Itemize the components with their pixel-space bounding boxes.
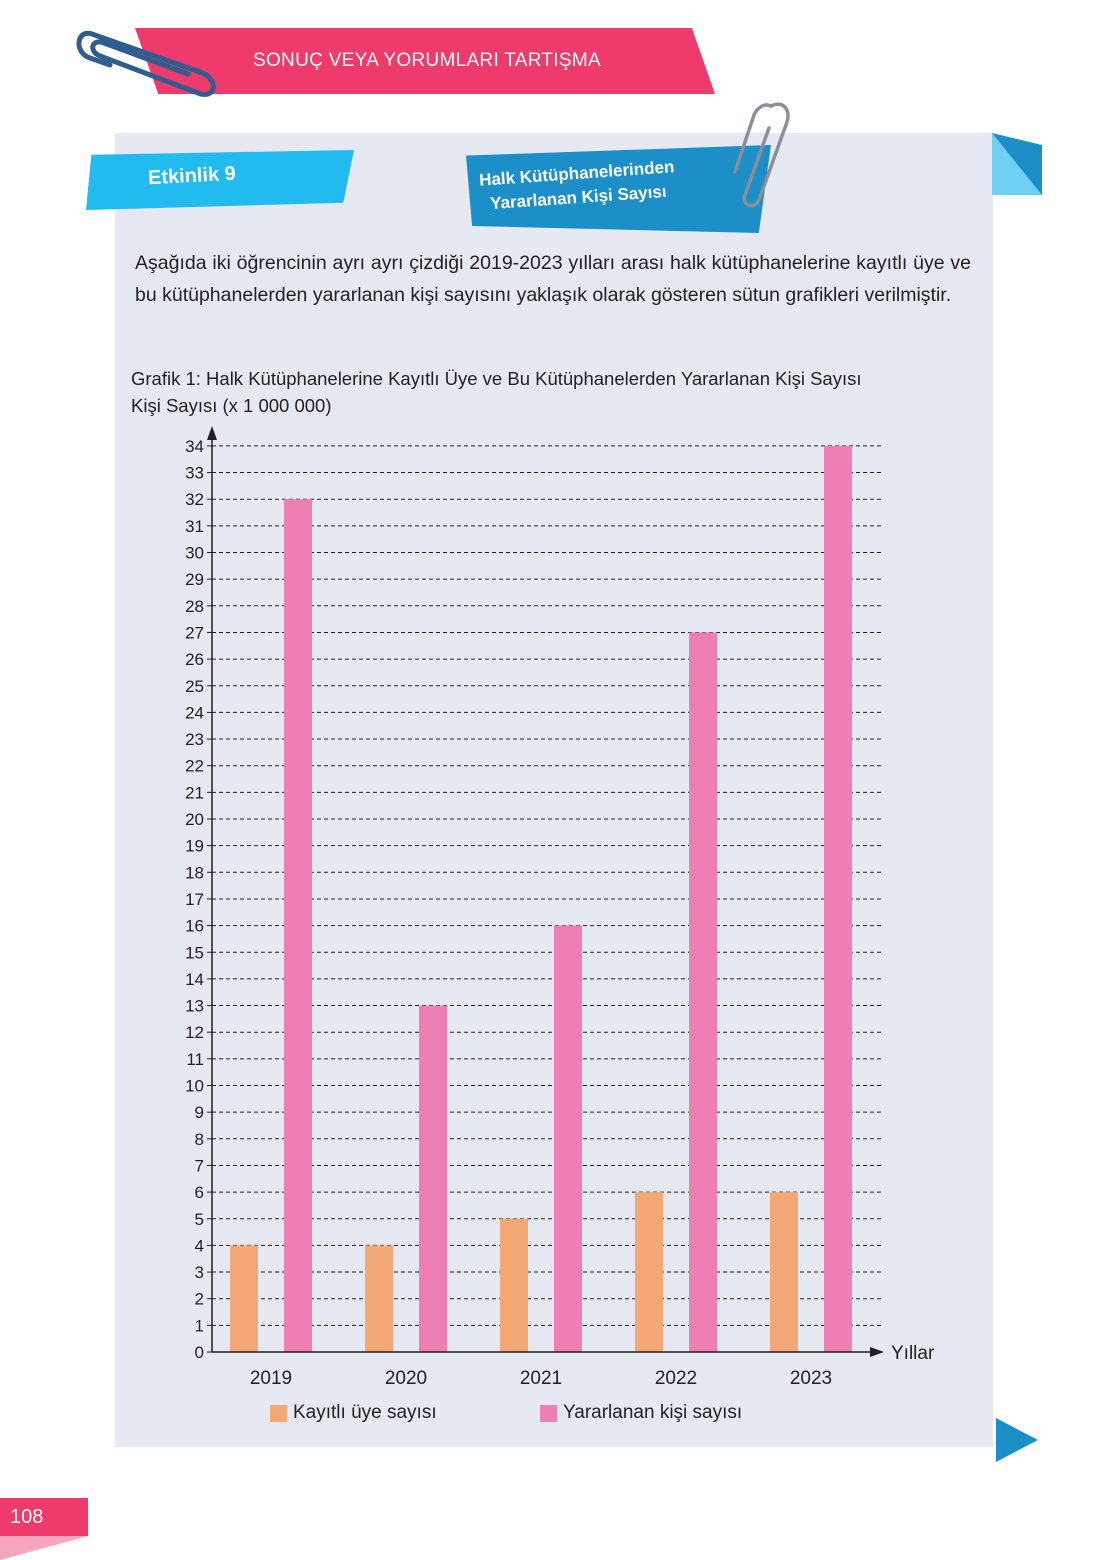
y-tick-label: 28 [185,597,204,616]
bar-kayitli [635,1192,663,1352]
y-tick-label: 19 [185,837,204,856]
bar-kayitli [500,1218,528,1352]
y-tick-label: 15 [185,943,204,962]
y-tick-label: 2 [195,1290,204,1309]
bar-yararlanan [689,632,717,1352]
y-tick-label: 0 [195,1343,204,1362]
intro-text: Aşağıda iki öğrencinin ayrı ayrı çizdiği… [135,252,971,306]
x-tick-label: 2021 [520,1368,562,1389]
legend-swatch [270,1404,287,1422]
x-axis-label: Yıllar [891,1343,935,1364]
x-tick-label: 2023 [790,1368,832,1389]
bar-yararlanan [824,445,852,1352]
y-tick-label: 23 [185,730,204,749]
bar-kayitli [770,1192,798,1352]
y-tick-label: 14 [185,970,204,989]
x-tick-label: 2022 [655,1368,697,1389]
y-tick-label: 25 [185,677,204,696]
legend-swatch [540,1404,557,1422]
y-tick-label: 7 [195,1156,204,1175]
legend-item-yararlanan: Yararlanan kişi sayısı [540,1402,742,1424]
y-tick-label: 9 [195,1103,204,1122]
y-axis-arrow-icon [207,426,217,440]
y-tick-label: 24 [185,703,204,722]
y-tick-label: 26 [185,650,204,669]
corner-ribbon [992,133,1042,195]
y-tick-label: 11 [186,1050,204,1069]
y-tick-label: 6 [195,1183,204,1202]
page-number-tail [0,1536,88,1560]
legend-item-kayitli: Kayıtlı üye sayısı [270,1402,437,1424]
bar-yararlanan [419,1005,447,1352]
bar-yararlanan [554,925,582,1352]
y-tick-label: 17 [185,890,204,909]
y-tick-label: 34 [185,437,204,456]
y-tick-label: 20 [185,810,204,829]
next-arrow-icon[interactable] [996,1418,1038,1462]
y-tick-label: 1 [195,1316,204,1335]
legend-label: Kayıtlı üye sayısı [293,1402,437,1423]
y-tick-label: 21 [185,783,204,802]
y-tick-label: 30 [185,544,204,563]
y-tick-label: 33 [185,464,204,483]
section-title: SONUÇ VEYA YORUMLARI TARTIŞMA [253,50,601,71]
chart-title: Grafik 1: Halk Kütüphanelerine Kayıtlı Ü… [131,368,862,389]
y-tick-label: 3 [195,1263,204,1282]
y-tick-label: 16 [185,917,204,936]
paperclip-icon [76,30,216,97]
y-tick-label: 27 [185,623,204,642]
y-tick-label: 32 [185,490,204,509]
header-band: SONUÇ VEYA YORUMLARI TARTIŞMA [135,28,715,94]
y-tick-label: 4 [195,1236,204,1255]
y-tick-label: 18 [185,863,204,882]
y-tick-label: 10 [185,1077,204,1096]
y-tick-label: 13 [185,997,204,1016]
x-tick-label: 2019 [250,1368,292,1389]
y-tick-label: 22 [185,757,204,776]
y-tick-label: 31 [185,517,204,536]
y-tick-label: 8 [195,1130,204,1149]
legend-label: Yararlanan kişi sayısı [563,1402,743,1423]
paperclip-icon [733,102,790,208]
activity-ribbon [86,150,354,210]
y-tick-label: 12 [185,1023,204,1042]
bar-yararlanan [284,499,312,1352]
y-tick-label: 5 [195,1210,204,1229]
x-axis-arrow-icon [870,1347,884,1357]
y-tick-label: 29 [185,570,204,589]
x-tick-label: 2020 [385,1368,427,1389]
y-axis-label: Kişi Sayısı (x 1 000 000) [131,395,332,416]
bar-kayitli [365,1245,393,1352]
activity-tag [466,145,771,233]
bar-kayitli [230,1245,258,1352]
page-number: 108 [0,1498,88,1536]
